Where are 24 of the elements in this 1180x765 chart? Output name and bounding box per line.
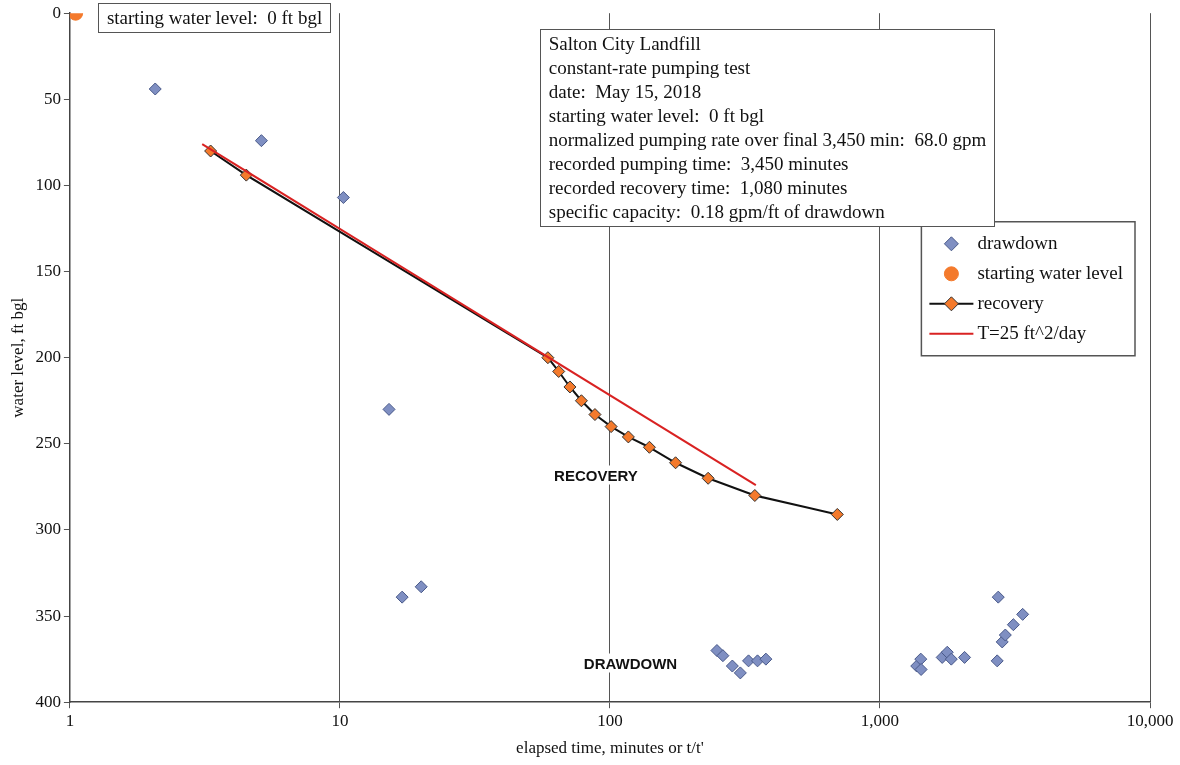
x-tick-label: 1: [65, 710, 75, 730]
legend-label: drawdown: [977, 231, 1059, 253]
x-tick-label: 1,000: [860, 710, 900, 730]
x-tick-label: 10,000: [1126, 710, 1174, 730]
y-tick-label: 150: [35, 261, 61, 281]
legend-label: starting water level: [977, 261, 1123, 283]
x-tick-label: 10: [331, 710, 349, 730]
x-tick-label: 100: [597, 710, 623, 730]
y-tick-label: 200: [35, 347, 61, 367]
annotation: starting water level: 0 ft bgl: [97, 3, 332, 34]
y-tick-label: 0: [52, 2, 61, 22]
legend-label: T=25 ft^2/day: [977, 321, 1087, 343]
y-tick-label: 100: [35, 174, 61, 194]
y-tick-label: 250: [35, 433, 61, 453]
annotation: DRAWDOWN: [580, 653, 681, 673]
x-axis-title: elapsed time, minutes or t/t': [516, 738, 704, 758]
annotation: Salton City Landfill constant-rate pumping test date: May 15, 2018 starting water level: 0 ft bgl normalized pumping rate over final 3,450 min: 68.0 gpm recorded pumping time: 3,450 minutes recorded recovery time: 1,080 minutes specific capacity: 0.18 gpm/ft of drawdown: [539, 29, 996, 228]
y-tick-label: 400: [35, 691, 61, 711]
y-tick-label: 350: [35, 605, 61, 625]
y-tick-label: 300: [35, 519, 61, 539]
annotation: RECOVERY: [551, 465, 641, 485]
y-tick-label: 50: [43, 88, 61, 108]
legend-label: recovery: [977, 291, 1045, 313]
y-axis-title: water level, ft bgl: [7, 297, 27, 418]
